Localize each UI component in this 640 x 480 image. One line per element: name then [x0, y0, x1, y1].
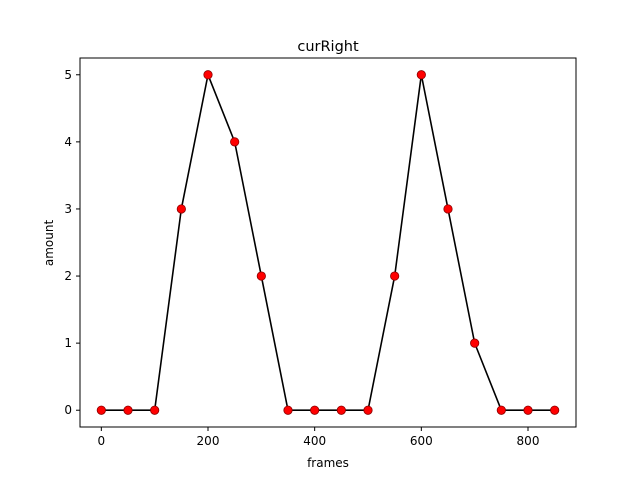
data-point: [150, 405, 160, 415]
data-point: [523, 405, 533, 415]
data-point: [470, 338, 480, 348]
chart-title: curRight: [297, 39, 359, 55]
data-point: [416, 70, 426, 80]
data-point: [123, 405, 133, 415]
axes-frame: [79, 57, 577, 428]
data-point: [256, 271, 266, 281]
x-tick-label: 200: [197, 434, 220, 448]
y-tick-label: 1: [64, 336, 72, 350]
data-point: [283, 405, 293, 415]
data-point: [203, 70, 213, 80]
data-point: [390, 271, 400, 281]
data-point: [550, 405, 560, 415]
x-tick-label: 800: [517, 434, 540, 448]
data-point: [310, 405, 320, 415]
y-tick-label: 3: [64, 202, 72, 216]
plot-area: [96, 70, 560, 415]
series-line: [101, 73, 555, 412]
x-axis-label: frames: [307, 456, 349, 470]
y-tick-label: 2: [64, 269, 72, 283]
data-point: [96, 405, 106, 415]
data-point: [443, 204, 453, 214]
y-tick-label: 5: [64, 68, 72, 82]
x-tick-label: 0: [98, 434, 106, 448]
y-tick-label: 0: [64, 403, 72, 417]
y-axis-label: amount: [42, 220, 56, 267]
data-point: [496, 405, 506, 415]
data-point: [336, 405, 346, 415]
data-point: [363, 405, 373, 415]
data-point: [230, 137, 240, 147]
x-tick-label: 400: [303, 434, 326, 448]
data-point: [176, 204, 186, 214]
y-tick-label: 4: [64, 135, 72, 149]
x-tick-label: 600: [410, 434, 433, 448]
